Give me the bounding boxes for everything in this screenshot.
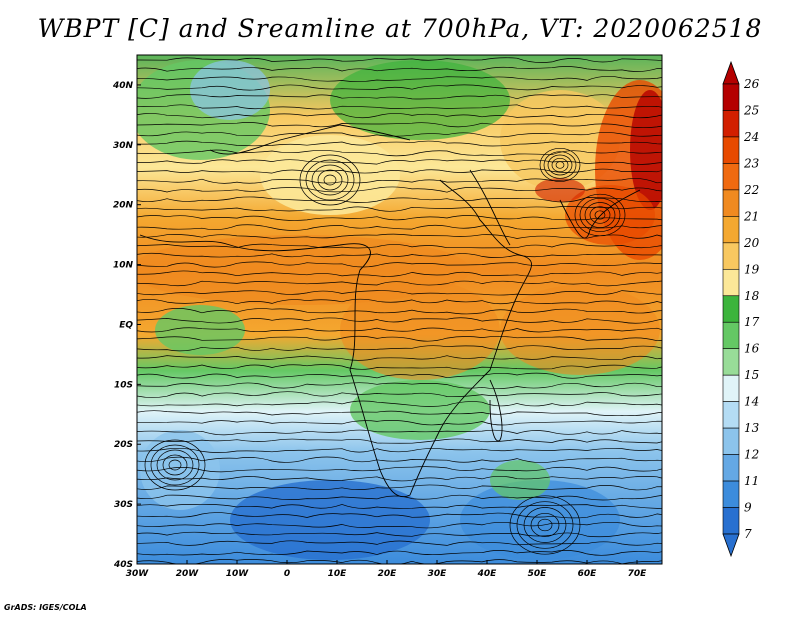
colorbar-swatch: [722, 480, 740, 508]
colorbar-label: 21: [743, 209, 759, 223]
colorbar-label: 9: [744, 501, 752, 515]
colorbar-swatch: [722, 374, 740, 402]
colorbar-label: 14: [744, 395, 759, 409]
colorbar-label: 25: [743, 103, 759, 117]
colorbar-swatch: [722, 242, 740, 270]
colorbar-label: 26: [743, 77, 760, 91]
colorbar-top-arrow: [722, 60, 740, 85]
colorbar-label: 23: [743, 156, 760, 170]
colorbar-label: 20: [743, 236, 760, 250]
lon-label: 0: [284, 569, 290, 579]
colorbar-swatch: [722, 216, 740, 244]
colorbar-swatch: [722, 321, 740, 350]
colorbar-label: 16: [744, 342, 760, 356]
lat-label: 10S: [114, 380, 133, 390]
lat-label: 20N: [113, 201, 134, 211]
colorbar-label: 24: [743, 130, 759, 144]
lat-label: EQ: [119, 320, 133, 330]
colorbar-swatch: [722, 268, 740, 297]
lon-label: 20W: [176, 569, 200, 579]
lon-label: 70E: [628, 569, 648, 579]
lon-label: 20E: [378, 569, 398, 579]
colorbar-swatch: [722, 427, 740, 455]
lat-label: 20S: [114, 440, 133, 450]
colorbar-label: 13: [744, 421, 760, 435]
chart-title: WBPT [C] and Sreamline at 700hPa, VT: 20…: [37, 14, 763, 43]
colorbar-label: 18: [744, 289, 760, 303]
colorbar-label: 7: [744, 527, 752, 541]
colorbar-swatch: [722, 507, 740, 535]
colorbar-swatch: [722, 348, 740, 376]
coastlines: [139, 124, 641, 498]
lon-label: 50E: [528, 569, 548, 579]
lon-label: 60E: [578, 569, 598, 579]
lat-label: 40N: [112, 81, 134, 91]
colorbar-swatch: [722, 454, 740, 482]
colorbar-swatch: [722, 110, 740, 138]
colorbar-swatch: [722, 189, 740, 217]
colorbar-swatch: [722, 136, 740, 164]
colorbar-swatch: [722, 83, 740, 111]
lon-label: 10W: [226, 569, 250, 579]
colorbar-swatch: [722, 295, 740, 323]
lon-label: 10E: [328, 569, 348, 579]
colorbar-bottom-arrow: [722, 533, 740, 558]
lat-label: 30N: [113, 141, 134, 151]
lat-label: 40S: [113, 560, 133, 570]
colorbar: 26 25 24 23 22 21 20 19 18 17 16 15 14 13 12 11 9 7: [722, 60, 760, 558]
colorbar-swatch: [722, 163, 740, 191]
map-field: [137, 55, 662, 564]
colorbar-label: 12: [744, 448, 759, 462]
colorbar-label: 19: [744, 262, 760, 276]
lon-label: 30E: [428, 569, 448, 579]
lon-label: 40E: [477, 569, 498, 579]
weather-map: 40N 30N 20N 10N EQ 10S 20S 30S 40S 30W 20W 10W 0 10E…: [112, 54, 760, 579]
colorbar-swatch: [722, 401, 740, 429]
colorbar-label: 22: [743, 183, 759, 197]
credit-label: GrADS: IGES/COLA: [4, 603, 87, 612]
colorbar-label: 17: [744, 315, 760, 329]
lon-label: 30W: [126, 569, 150, 579]
lat-label: 30S: [114, 500, 133, 510]
colorbar-label: 11: [744, 474, 759, 488]
colorbar-label: 15: [744, 368, 759, 382]
lat-label: 10N: [113, 261, 134, 271]
